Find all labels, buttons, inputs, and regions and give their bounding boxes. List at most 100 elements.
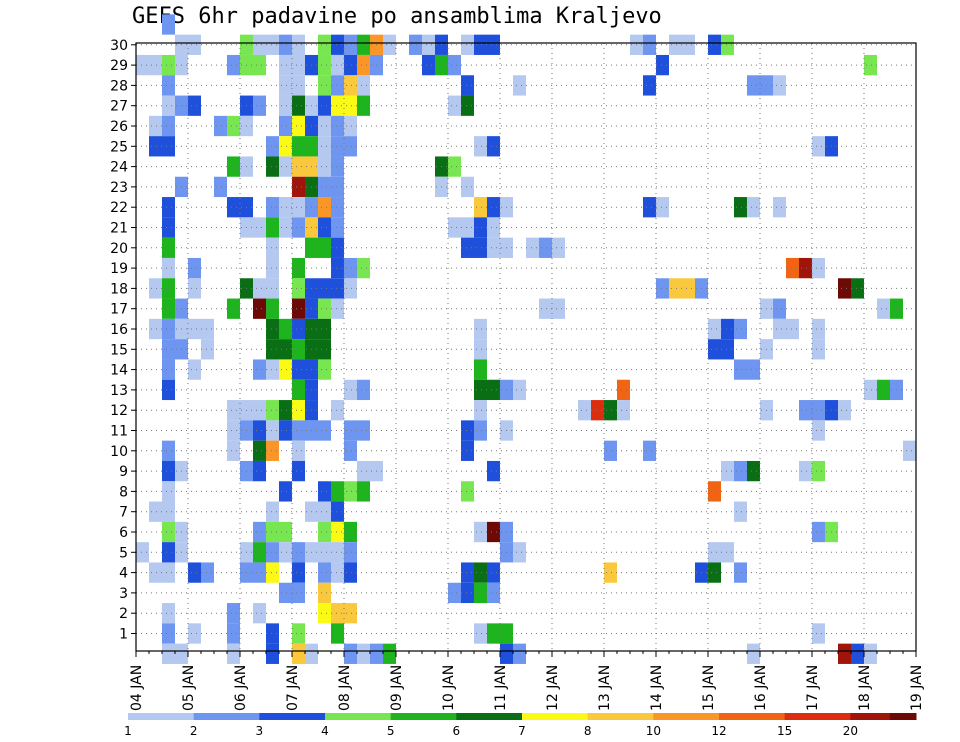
heatmap-cell [149, 501, 162, 522]
heatmap-cell [357, 481, 370, 502]
heatmap-cell [604, 440, 617, 461]
heatmap-cell [253, 521, 266, 543]
heatmap-cell [188, 318, 201, 340]
heatmap-cell [851, 643, 864, 664]
legend-swatch [719, 713, 786, 720]
heatmap-cell [318, 197, 331, 218]
heatmap-cell [162, 115, 175, 137]
legend-label: 8 [584, 724, 592, 738]
legend-label: 4 [321, 724, 329, 738]
heatmap-cell [344, 54, 357, 76]
heatmap-cell [344, 95, 357, 116]
heatmap-cell [279, 420, 292, 441]
heatmap-cell [461, 34, 474, 55]
heatmap-cell [162, 379, 175, 401]
x-tick-label: 19 JAN [909, 665, 925, 711]
heatmap-cell [318, 237, 331, 258]
heatmap-cell [331, 603, 344, 624]
heatmap-cell [461, 176, 474, 198]
heatmap-cell [305, 643, 318, 664]
legend-swatch [390, 713, 457, 720]
heatmap-cell [331, 562, 344, 583]
legend-swatch [784, 713, 851, 720]
heatmap-cell [279, 75, 292, 96]
heatmap-cell [799, 400, 812, 421]
heatmap-cell [812, 460, 825, 482]
heatmap-cell [448, 582, 461, 604]
heatmap-cell [318, 176, 331, 198]
legend-label: 3 [256, 724, 264, 738]
heatmap-cell [487, 34, 500, 55]
legend-label: 10 [646, 724, 661, 738]
heatmap-cells [136, 14, 916, 664]
heatmap-cell [266, 237, 279, 258]
heatmap-cell [162, 643, 175, 664]
heatmap-cell [266, 197, 279, 218]
heatmap-cell [773, 197, 786, 218]
heatmap-cell [162, 318, 175, 340]
heatmap-cell [253, 278, 266, 299]
heatmap-cell [838, 400, 851, 421]
heatmap-cell [318, 420, 331, 441]
heatmap-cell [448, 54, 461, 76]
heatmap-cell [461, 481, 474, 502]
heatmap-cell [344, 75, 357, 96]
heatmap-cell [721, 339, 734, 360]
heatmap-cell [318, 481, 331, 502]
heatmap-cell [812, 136, 825, 157]
y-tick-label: 7 [119, 505, 128, 521]
x-tick-label: 07 JAN [285, 665, 301, 711]
heatmap-cell [162, 339, 175, 360]
heatmap-cell [526, 237, 539, 258]
grid-lines [136, 43, 916, 651]
heatmap-cell [682, 278, 695, 299]
heatmap-cell [292, 217, 305, 238]
heatmap-cell [292, 318, 305, 340]
heatmap-cell [487, 197, 500, 218]
heatmap-cell [266, 318, 279, 340]
heatmap-cell [708, 34, 721, 55]
heatmap-cell [487, 217, 500, 238]
heatmap-cell [357, 75, 370, 96]
heatmap-cell [318, 115, 331, 137]
heatmap-cell [136, 542, 149, 563]
heatmap-cell [292, 197, 305, 218]
heatmap-cell [162, 481, 175, 502]
legend-label: 2 [190, 724, 198, 738]
heatmap-cell [422, 54, 435, 76]
heatmap-cell [344, 562, 357, 583]
heatmap-cell [149, 562, 162, 583]
heatmap-cell [474, 318, 487, 340]
y-tick-label: 19 [110, 261, 128, 277]
heatmap-cell [812, 623, 825, 644]
legend-swatch [128, 713, 195, 720]
heatmap-cell [318, 278, 331, 299]
x-tick-label: 14 JAN [649, 665, 665, 711]
heatmap-cell [786, 257, 799, 279]
heatmap-cell [721, 34, 734, 55]
heatmap-cell [474, 582, 487, 604]
heatmap-cell [331, 623, 344, 644]
heatmap-cell [292, 400, 305, 421]
heatmap-cell [162, 278, 175, 299]
heatmap-cell [188, 95, 201, 116]
heatmap-cell [331, 542, 344, 563]
heatmap-cell [747, 643, 760, 664]
heatmap-cell [331, 278, 344, 299]
heatmap-cell [773, 298, 786, 319]
heatmap-cell [253, 460, 266, 482]
heatmap-cell [149, 318, 162, 340]
heatmap-cell [318, 542, 331, 563]
heatmap-cell [357, 34, 370, 55]
heatmap-cell [331, 257, 344, 279]
x-tick-label: 10 JAN [441, 665, 457, 711]
y-tick-label: 24 [110, 160, 128, 176]
heatmap-cell [188, 562, 201, 583]
heatmap-cell [227, 54, 240, 76]
heatmap-cell [708, 562, 721, 583]
heatmap-cell [877, 379, 890, 401]
heatmap-cell [227, 643, 240, 664]
heatmap-cell [331, 75, 344, 96]
heatmap-cell [864, 643, 877, 664]
legend-swatch [653, 713, 720, 720]
